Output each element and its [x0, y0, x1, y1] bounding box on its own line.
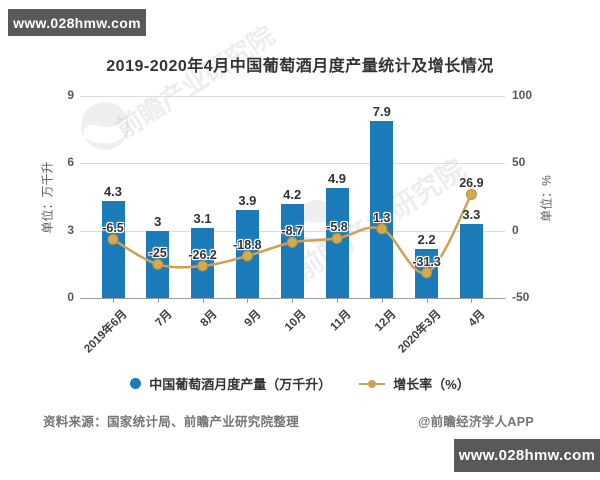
y-axis-tick-right: 100 — [512, 88, 533, 102]
bar-value-label: 3.1 — [193, 211, 212, 227]
footer: 资料来源：国家统计局、前瞻产业研究院整理 @前瞻经济学人APP — [0, 411, 600, 430]
production-bar — [146, 230, 170, 298]
bar-series-swatch — [130, 378, 142, 389]
legend-item-growth-rate: 增长率（%） — [359, 374, 470, 393]
bar-value-label: 4.2 — [283, 186, 302, 202]
x-axis-tick — [337, 299, 338, 303]
bar-value-label: 3.3 — [462, 206, 481, 222]
y-axis-tick-left: 3 — [67, 222, 74, 237]
bar-value-label: 2.2 — [417, 231, 436, 247]
growth-value-label: 26.9 — [459, 176, 484, 191]
y-axis-tick-right: -50 — [512, 290, 530, 304]
bar-value-label: 4.3 — [103, 184, 123, 200]
credit-text: @前瞻经济学人APP — [418, 415, 534, 429]
bar-value-label: 7.9 — [372, 103, 391, 119]
watermark-badge-bottom: www.028hmw.com — [454, 439, 600, 472]
bar-value-label: 3.9 — [238, 193, 257, 209]
legend-label: 增长率（%） — [393, 377, 470, 392]
brand-logo-watermark — [81, 102, 129, 150]
production-bar — [101, 201, 125, 298]
legend-label: 中国葡萄酒月度产量（万千升） — [149, 377, 332, 392]
x-axis-tick — [381, 299, 383, 303]
gridline — [80, 298, 505, 299]
right-axis-title: 单位：% — [539, 175, 554, 222]
production-bar — [191, 228, 215, 298]
data-source-text: 资料来源：国家统计局、前瞻产业研究院整理 — [43, 415, 300, 429]
growth-value-label: -6.5 — [102, 221, 124, 236]
gridline — [80, 163, 505, 165]
x-axis-tick — [202, 299, 204, 303]
y-axis-tick-left: 0 — [67, 290, 74, 304]
growth-value-label: -31.3 — [412, 254, 441, 269]
x-axis-tick — [292, 299, 294, 303]
line-series-swatch — [359, 379, 386, 388]
production-bar — [325, 188, 349, 298]
legend: 中国葡萄酒月度产量（万千升） 增长率（%） — [0, 374, 600, 393]
legend-item-production: 中国葡萄酒月度产量（万千升） — [130, 374, 331, 393]
production-bar — [459, 223, 483, 298]
production-bar — [280, 203, 304, 298]
x-axis-tick — [113, 299, 114, 303]
growth-value-label: -18.8 — [233, 237, 262, 252]
left-axis-title: 单位：万千升 — [40, 161, 55, 234]
x-axis-tick — [471, 299, 473, 303]
chart-title: 2019-2020年4月中国葡萄酒月度产量统计及增长情况 — [106, 58, 494, 75]
x-axis-tick — [157, 299, 159, 303]
bar-value-label: 4.9 — [327, 171, 347, 187]
production-bar — [235, 210, 259, 298]
y-axis-tick-right: 0 — [512, 222, 519, 237]
watermark-badge-top: www.028hmw.com — [8, 9, 146, 36]
y-axis-tick-left: 6 — [67, 155, 74, 170]
x-axis-tick — [247, 299, 249, 303]
y-axis-tick-right: 50 — [512, 155, 526, 170]
growth-value-label: 1.3 — [373, 210, 391, 225]
production-bar — [370, 120, 394, 298]
x-axis-tick — [426, 299, 428, 303]
gridline — [80, 96, 505, 97]
y-axis-tick-left: 9 — [67, 88, 74, 102]
